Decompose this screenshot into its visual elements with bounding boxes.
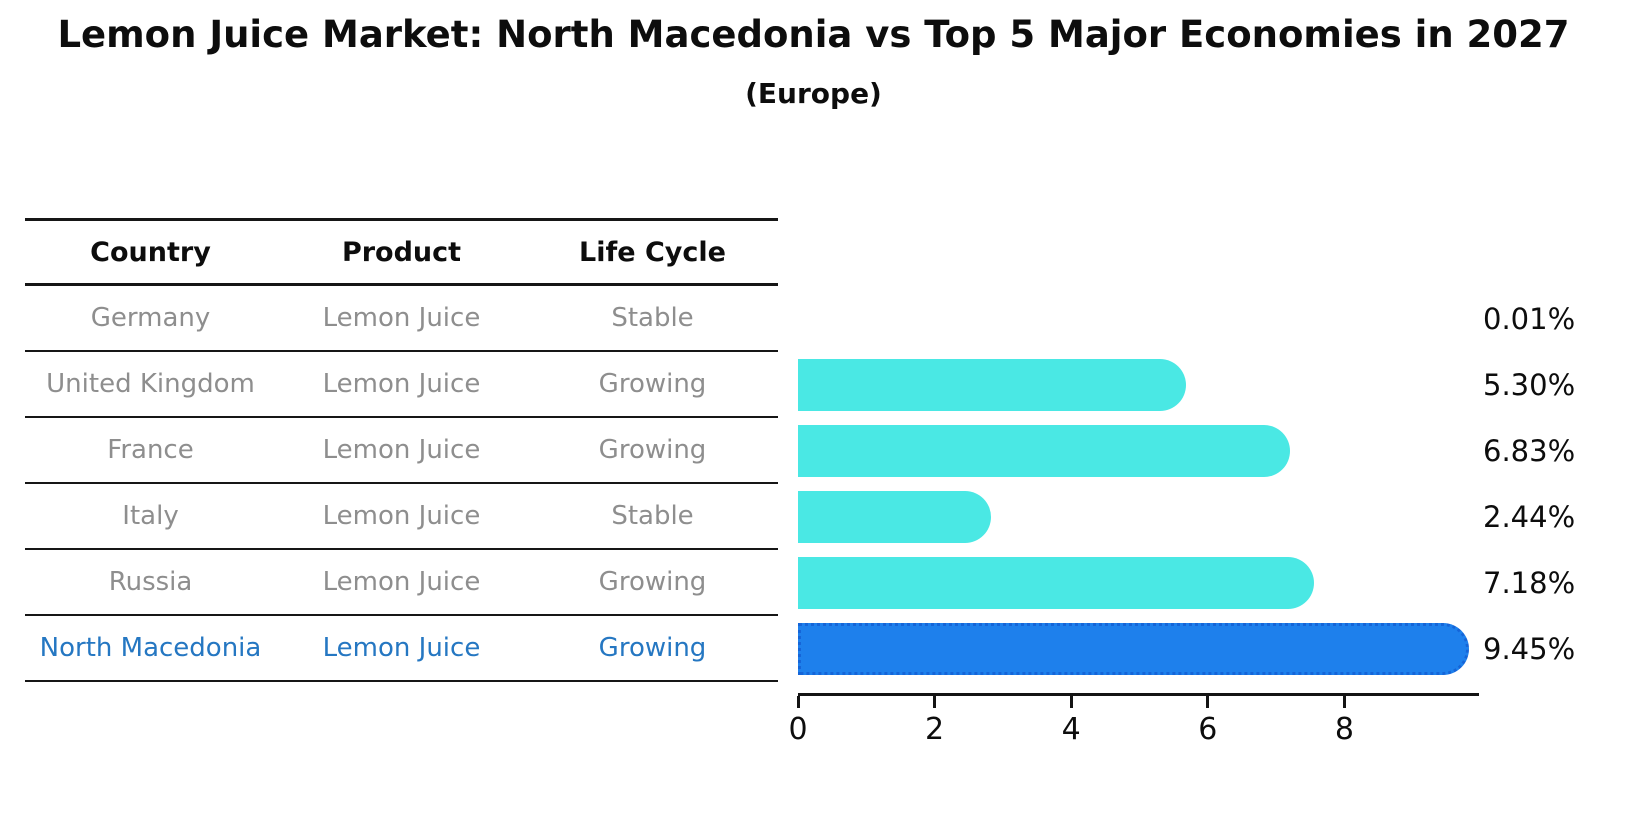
value-label: 0.01%	[1483, 302, 1576, 336]
x-tick-label: 2	[925, 712, 945, 747]
country-cell: North Macedonia	[39, 633, 262, 663]
bar	[798, 359, 1186, 411]
table-header-product: Product	[341, 236, 462, 268]
table-row: Germany Lemon Juice Stable	[25, 286, 778, 352]
value-label: 5.30%	[1483, 368, 1576, 402]
table-header-lifecycle: Life Cycle	[579, 236, 726, 268]
product-cell: Lemon Juice	[322, 435, 481, 465]
country-cell: Russia	[108, 567, 193, 597]
table-row: France Lemon Juice Growing	[25, 418, 778, 484]
x-tick-label: 6	[1198, 712, 1218, 747]
lifecycle-cell: Growing	[598, 369, 707, 399]
lifecycle-cell: Growing	[598, 435, 707, 465]
chart-subtitle: (Europe)	[745, 77, 882, 110]
country-cell: France	[107, 435, 194, 465]
x-tick	[933, 696, 937, 708]
table-body: Germany Lemon Juice Stable United Kingdom Le…	[25, 286, 778, 682]
value-label: 9.45%	[1483, 632, 1576, 666]
bar-highlight	[798, 623, 1470, 675]
product-cell: Lemon Juice	[322, 567, 481, 597]
country-cell: Germany	[90, 303, 211, 333]
x-tick	[796, 696, 800, 708]
x-tick-label: 4	[1061, 712, 1081, 747]
lifecycle-cell: Growing	[598, 633, 707, 663]
bar	[798, 557, 1315, 609]
x-axis-spine	[798, 693, 1479, 696]
lifecycle-cell: Stable	[611, 303, 694, 333]
product-cell: Lemon Juice	[322, 501, 481, 531]
x-tick	[1342, 696, 1346, 708]
table-header-row: Country Product Life Cycle	[25, 218, 778, 286]
x-tick-label: 0	[788, 712, 808, 747]
product-cell: Lemon Juice	[322, 369, 481, 399]
bar	[798, 425, 1291, 477]
data-table: Country Product Life Cycle Germany Lemon …	[25, 218, 778, 682]
table-row: Italy Lemon Juice Stable	[25, 484, 778, 550]
product-cell: Lemon Juice	[322, 633, 481, 663]
table-row: Russia Lemon Juice Growing	[25, 550, 778, 616]
lifecycle-cell: Growing	[598, 567, 707, 597]
table-row: United Kingdom Lemon Juice Growing	[25, 352, 778, 418]
value-label: 6.83%	[1483, 434, 1576, 468]
chart-title: Lemon Juice Market: North Macedonia vs T…	[57, 13, 1570, 56]
table-header-country: Country	[90, 236, 211, 268]
x-tick	[1206, 696, 1210, 708]
country-cell: Italy	[122, 501, 179, 531]
value-label: 7.18%	[1483, 566, 1576, 600]
table-row: North Macedonia Lemon Juice Growing	[25, 616, 778, 682]
product-cell: Lemon Juice	[322, 303, 481, 333]
value-label: 2.44%	[1483, 500, 1576, 534]
lifecycle-cell: Stable	[611, 501, 694, 531]
country-cell: United Kingdom	[46, 369, 255, 399]
x-tick-label: 8	[1334, 712, 1354, 747]
x-tick	[1069, 696, 1073, 708]
bar	[798, 491, 991, 543]
